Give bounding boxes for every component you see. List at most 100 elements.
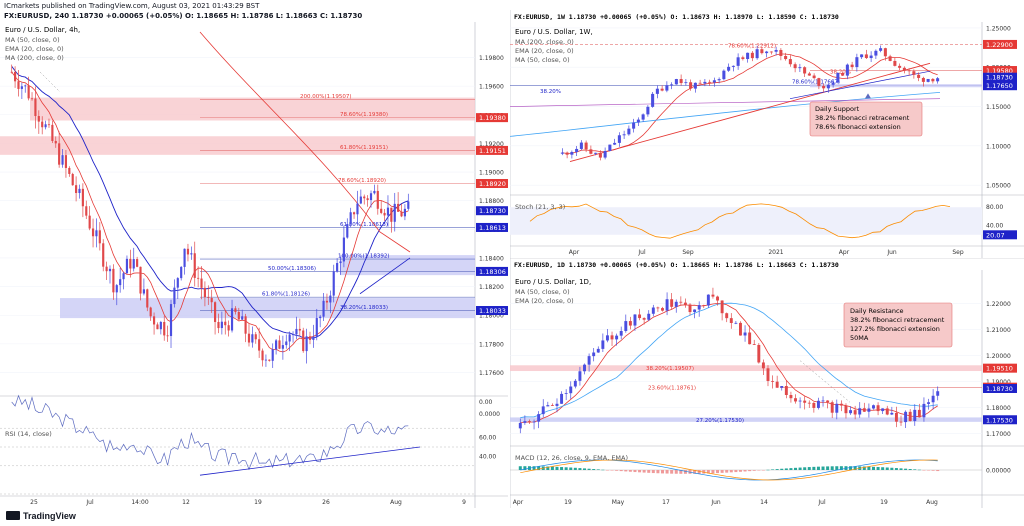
daily-candle — [679, 301, 683, 303]
left-candle — [197, 277, 200, 279]
weekly-candle — [627, 128, 631, 135]
left-axis-label: 1.19600 — [479, 84, 504, 91]
left-candle — [278, 340, 281, 349]
macd-histogram-bar — [601, 469, 605, 471]
left-candle — [54, 140, 57, 144]
daily-candle — [674, 301, 678, 307]
left-price-tag: 1.18920 — [479, 180, 506, 188]
macd-signal-line — [520, 459, 938, 481]
daily-candle — [605, 335, 609, 341]
daily-candle — [885, 408, 889, 415]
left-candle — [105, 266, 108, 272]
left-x-label: 26 — [322, 499, 330, 506]
weekly-candle — [864, 54, 868, 59]
weekly-candle — [831, 82, 835, 85]
daily-candle — [541, 406, 545, 415]
daily-candle — [697, 305, 701, 310]
left-candle — [132, 259, 135, 269]
left-candle — [305, 336, 308, 352]
daily-x-label: 19 — [880, 499, 888, 506]
left-candle — [217, 321, 220, 329]
weekly-callout: Daily Support 38.2% fibonacci retracemen… — [809, 101, 923, 137]
weekly-x-label: Sep — [952, 249, 964, 256]
daily-candle — [683, 302, 687, 305]
left-candle — [288, 334, 291, 342]
weekly-axis-label: 1.15000 — [986, 104, 1011, 111]
left-candle — [71, 173, 74, 186]
daily-x-label: Aug — [926, 499, 938, 506]
left-candle — [85, 206, 88, 216]
left-x-label: 19 — [254, 499, 262, 506]
weekly-fib-label: 78.60%(1.17667) — [792, 80, 840, 86]
weekly-indicator-1: MA (200, close, 0) — [515, 38, 574, 46]
daily-candle — [537, 414, 541, 422]
rsi-title: RSI (14, close) — [5, 430, 52, 438]
left-candle — [20, 86, 23, 89]
weekly-candle — [888, 56, 892, 61]
daily-candle — [624, 321, 628, 331]
macd-histogram-bar — [683, 470, 687, 474]
weekly-candle — [788, 59, 792, 65]
left-support-zone — [60, 298, 475, 319]
daily-candle — [638, 314, 642, 319]
daily-indicator-1: MA (50, close, 0) — [515, 288, 570, 296]
left-fib-label: 50.00%(1.18306) — [268, 266, 316, 272]
daily-candle — [583, 364, 586, 372]
daily-x-label: Jun — [710, 499, 721, 506]
left-candle — [95, 230, 98, 237]
macd-histogram-bar — [771, 469, 775, 470]
weekly-candle — [750, 52, 754, 59]
left-candle — [403, 208, 406, 217]
tradingview-logo[interactable]: TradingView — [6, 511, 76, 521]
left-price-tag-bg — [476, 306, 508, 316]
stoch-axis-label: 40.00 — [986, 223, 1003, 230]
left-candle — [119, 279, 122, 286]
left-candle — [224, 321, 227, 326]
weekly-candle — [608, 144, 612, 151]
macd-line — [520, 459, 938, 481]
daily-x-label: 19 — [564, 499, 572, 506]
left-candle — [268, 359, 271, 361]
chart-daily[interactable]: 38.20%(1.19507) 23.60%(1.18761) 27.20%(1.1… — [510, 258, 1024, 508]
left-price-tag-bg — [476, 206, 508, 216]
weekly-axis-label: 1.25000 — [986, 25, 1011, 32]
macd-histogram-bar — [849, 466, 853, 470]
weekly-candle — [807, 73, 811, 76]
weekly-candle — [632, 122, 636, 129]
daily-candle — [711, 294, 715, 297]
macd-histogram-bar — [812, 466, 816, 470]
weekly-candle — [741, 57, 745, 60]
left-candle — [112, 268, 115, 293]
daily-candle — [532, 421, 536, 423]
daily-candle — [757, 344, 761, 363]
left-candle — [369, 193, 373, 201]
chart-4h[interactable]: 200.00%(1.19507) 78.60%(1.19380) 61.80%(1.… — [0, 22, 508, 508]
left-ema20-line — [11, 71, 409, 353]
macd-histogram-bar — [867, 466, 871, 470]
weekly-candle — [860, 54, 864, 58]
weekly-trendline — [569, 62, 931, 162]
macd-histogram-bar — [748, 470, 752, 472]
left-candle — [210, 297, 213, 303]
daily-candle — [881, 408, 885, 412]
weekly-candle — [651, 93, 655, 107]
macd-histogram-bar — [716, 470, 720, 474]
weekly-price-tag-bg — [983, 72, 1017, 82]
left-price-tag-bg — [476, 222, 508, 232]
weekly-candle — [921, 77, 925, 82]
chart-weekly[interactable]: 78.60%(1.22912) 38.20% 38.20% 78.60%(1.1766… — [510, 10, 1024, 258]
stoch-line — [529, 203, 951, 239]
left-candle — [339, 261, 342, 264]
left-candle — [298, 328, 301, 331]
left-price-tag: 1.18033 — [479, 307, 506, 315]
stoch-band — [510, 207, 982, 235]
left-candle — [176, 278, 179, 288]
left-candle — [380, 208, 383, 213]
left-candle — [227, 325, 230, 331]
weekly-candle — [902, 67, 906, 71]
left-candle — [397, 203, 400, 212]
macd-histogram-bar — [583, 468, 587, 470]
left-candle — [336, 263, 339, 272]
weekly-candle — [589, 149, 593, 154]
daily-candle — [816, 400, 820, 408]
